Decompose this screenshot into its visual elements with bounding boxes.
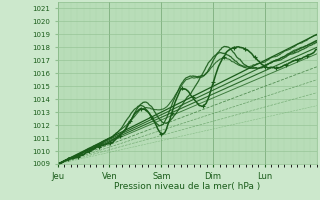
X-axis label: Pression niveau de la mer( hPa ): Pression niveau de la mer( hPa ) <box>114 182 260 191</box>
